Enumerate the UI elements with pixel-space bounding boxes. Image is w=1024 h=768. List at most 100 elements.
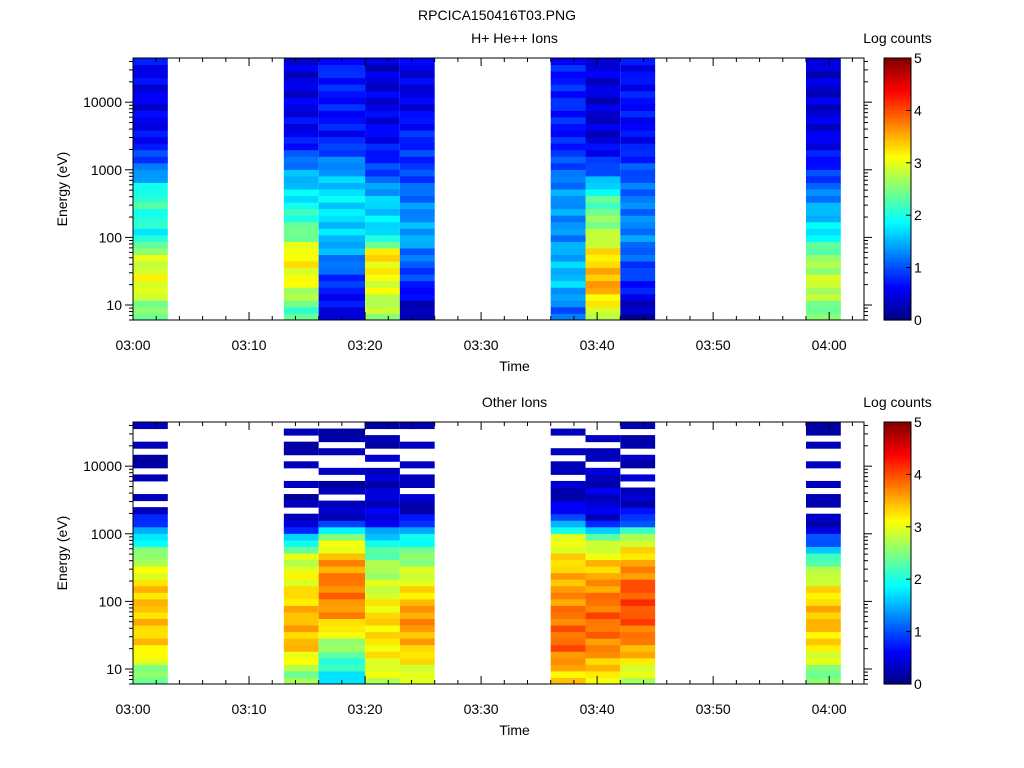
heatmap-cell [805,664,841,672]
heatmap-cell [365,579,400,587]
heatmap-cell [318,280,366,288]
heatmap-cell [399,638,435,646]
heatmap-cell [133,546,168,554]
colorbar-segment [884,513,911,517]
heatmap-cell [550,664,586,672]
heatmap-cell [283,136,319,144]
heatmap-cell [283,228,319,236]
time-block [399,422,435,685]
heatmap-cell [399,585,435,593]
heatmap-cell [585,247,621,255]
colorbar-segment [884,503,911,507]
colorbar-segment [884,283,911,287]
colorbar-frame [883,57,912,321]
heatmap-cell [805,287,841,295]
heatmap-cell [585,287,621,295]
colorbar-segment [884,236,911,240]
heatmap-cell [399,618,435,626]
heatmap-cell [399,526,435,534]
heatmap-cell [550,618,586,626]
heatmap-cell [133,182,168,190]
heatmap-cell [805,539,841,547]
colorbar-segment [884,288,911,292]
heatmap-cell [585,313,621,321]
heatmap-cell [550,487,586,495]
colorbar-segment [884,450,911,455]
colorbar-segment [884,126,911,130]
heatmap-cell [133,507,168,515]
heatmap-cell [283,500,319,508]
heatmap-cell [805,480,841,488]
colorbar-segment [884,94,911,98]
colorbar-segment [884,160,911,164]
colorbar-segment [884,663,911,667]
heatmap-cell [399,579,435,587]
heatmap-cell [365,592,400,600]
heatmap-cell [133,677,168,685]
colorbar-segment [884,568,911,572]
heatmap-cell [585,670,621,678]
heatmap-cell [365,84,400,92]
heatmap-cell [133,422,168,430]
colorbar-segment [884,246,911,250]
heatmap-cell [620,487,656,495]
time-block [283,428,319,685]
heatmap-cell [283,631,319,639]
heatmap-cell [365,454,400,462]
heatmap-cell [620,677,656,685]
heatmap-cell [399,274,435,282]
x-tick-label: 04:00 [812,337,847,353]
heatmap-cell [133,287,168,295]
colorbar-segment [884,65,911,70]
heatmap-cell [805,261,841,269]
heatmap-cell [550,234,586,242]
heatmap-cell [585,274,621,282]
heatmap-cell [365,631,400,639]
heatmap-cell [283,546,319,554]
heatmap-cell [365,638,400,646]
heatmap-cell [133,208,168,216]
colorbar-label: Log counts [863,394,932,410]
heatmap-cell [133,84,168,92]
heatmap-cell [620,293,656,301]
x-axis-label: Time [499,358,530,374]
heatmap-cell [318,526,366,534]
heatmap-cell [585,234,621,242]
heatmap-cell [318,195,366,203]
heatmap-cell [585,454,621,462]
heatmap-cell [399,110,435,118]
colorbar-segment [884,105,911,109]
x-axis-label: Time [499,722,530,738]
heatmap-cell [133,631,168,639]
heatmap-cell [318,228,366,236]
y-tick-label: 1000 [91,162,122,178]
heatmap-cell [283,306,319,314]
heatmap-cell [365,441,400,449]
heatmap-cell [133,202,168,210]
heatmap-cell [550,156,586,164]
heatmap-cell [133,267,168,275]
heatmap-cell [805,422,841,430]
plot-frame [132,421,865,685]
heatmap-cell [365,103,400,111]
heatmap-cell [805,247,841,255]
colorbar-segment [884,566,911,570]
heatmap-cell [620,110,656,118]
heatmap-cell [550,175,586,183]
heatmap-cell [365,546,400,554]
heatmap-cell [133,261,168,269]
heatmap-cell [620,670,656,678]
heatmap-cell [620,175,656,183]
colorbar-segment [884,113,911,117]
panel-title: H+ He++ Ions [471,30,558,46]
heatmap-cell [365,241,400,249]
heatmap-cell [283,605,319,613]
heatmap-cell [365,467,400,475]
heatmap-cell [283,566,319,574]
heatmap-cell [805,130,841,138]
time-block [585,58,621,321]
heatmap-cell [318,618,366,626]
heatmap-cell [365,559,400,567]
heatmap-cell [805,553,841,561]
heatmap-cell [318,64,366,72]
